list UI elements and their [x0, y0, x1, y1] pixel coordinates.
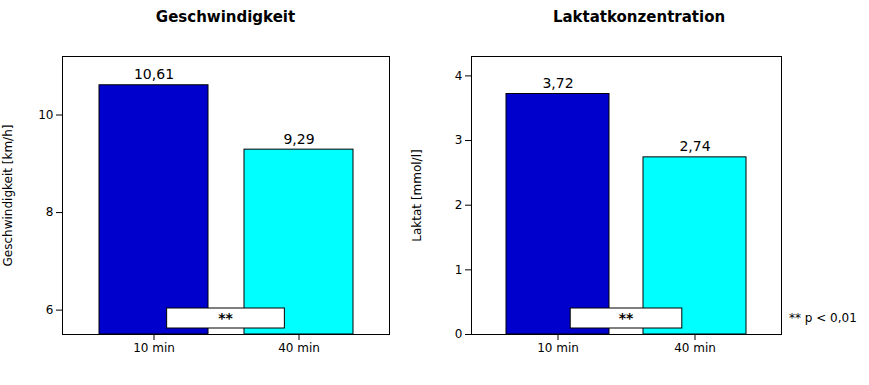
svg-text:2,74: 2,74 — [679, 138, 710, 154]
svg-text:3,72: 3,72 — [542, 75, 573, 91]
svg-text:**: ** — [619, 310, 634, 326]
svg-text:10,61: 10,61 — [134, 66, 174, 82]
svg-text:4: 4 — [455, 69, 463, 83]
svg-text:0: 0 — [455, 327, 463, 341]
svg-text:**: ** — [218, 310, 233, 326]
svg-text:** p < 0,01: ** p < 0,01 — [789, 311, 857, 325]
svg-text:2: 2 — [455, 198, 463, 212]
svg-text:Geschwindigkeit [km/h]: Geschwindigkeit [km/h] — [1, 125, 15, 267]
html-text:Geschwindigkeit: Geschwindigkeit — [155, 8, 296, 26]
svg-text:6: 6 — [46, 303, 54, 317]
svg-text:8: 8 — [46, 205, 54, 219]
svg-text:40 min: 40 min — [674, 341, 716, 355]
svg-text:9,29: 9,29 — [283, 131, 314, 147]
svg-text:Laktat [mmol/l]: Laktat [mmol/l] — [410, 149, 424, 241]
svg-text:3: 3 — [455, 133, 463, 147]
html-text:Laktatkonzentration: Laktatkonzentration — [552, 8, 726, 26]
svg-text:10 min: 10 min — [133, 341, 175, 355]
svg-text:40 min: 40 min — [278, 341, 320, 355]
svg-text:1: 1 — [455, 263, 463, 277]
svg-text:10: 10 — [38, 108, 53, 122]
svg-text:10 min: 10 min — [537, 341, 579, 355]
